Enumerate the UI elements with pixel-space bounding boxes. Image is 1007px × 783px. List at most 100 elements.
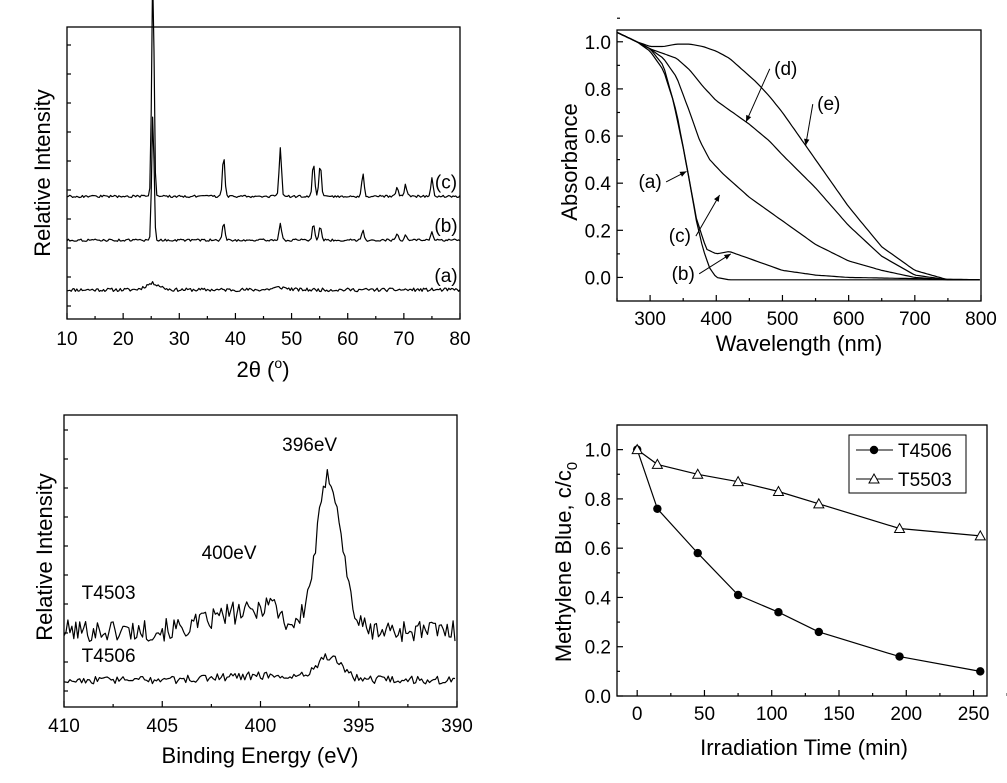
photo-ticks: [617, 424, 1007, 697]
uvvis-x-tick-label: 800: [965, 309, 997, 330]
xrd-tick-labels: 10 20 30 40 50 60 70 80: [56, 329, 470, 350]
photo-legend-marker-1: [868, 472, 880, 484]
xps-annotations: 396eV 400eV T4503 T4506: [82, 435, 338, 667]
xrd-curve-1: [66, 116, 461, 242]
uvvis-curve-labels: (a) (c) (b) (d) (e): [638, 59, 840, 285]
photo-legend-label-1: T5503: [898, 470, 952, 491]
uvvis-label-leader: [745, 68, 771, 123]
xrd-x-tick-label: 10: [56, 329, 77, 350]
xps-y-axis-label: Relative Intensity: [32, 473, 57, 641]
photo-point-0: [895, 652, 904, 661]
xps-annotation: 396eV: [282, 435, 337, 456]
panel-photocatalysis: 0 50 100 150 200 250 0.0 0.2 0.4 0.6 0.8 1.0 T4506 …: [551, 424, 1007, 760]
panel-uvvis: 300 400 500 600 700 800 0.0 0.2 0.4 0.6 0.8 1.0 (a)…: [557, 17, 997, 356]
xrd-x-tick-label: 50: [281, 329, 302, 350]
xrd-plot-frame: [66, 26, 461, 320]
photo-point-0: [693, 548, 702, 558]
uvvis-x-axis-label: Wavelength (nm): [716, 331, 883, 356]
xrd-x-tick-label: 60: [337, 329, 358, 350]
xps-ticks: [63, 429, 458, 707]
uvvis-curve-0: [616, 31, 980, 281]
photo-point-0: [814, 627, 824, 637]
xps-curves: [63, 469, 456, 685]
uvvis-curve-3: [616, 31, 980, 281]
xrd-y-axis-label: Relative Intensity: [30, 89, 55, 257]
xrd-series-label-0: (a): [434, 266, 457, 287]
xps-tick-labels: 410 405 400 395 390: [48, 716, 473, 737]
uvvis-label-leader: [695, 194, 721, 237]
uvvis-label-arrowhead: [679, 171, 687, 177]
photo-x-tick-label: 100: [756, 704, 788, 725]
uvvis-x-tick-label: 600: [833, 309, 865, 330]
photo-x-tick-label: 150: [823, 704, 855, 725]
photo-tick-labels: 0 50 100 150 200 250 0.0 0.2 0.4 0.6 0.8 1.0: [585, 441, 990, 725]
xps-annotation: 400eV: [202, 543, 257, 564]
uvvis-label-arrowhead: [804, 138, 810, 146]
uvvis-y-tick-label: 0.0: [585, 268, 611, 289]
photo-plot-frame: [616, 424, 988, 697]
photo-x-tick-label: 250: [958, 704, 990, 725]
uvvis-label-arrowhead: [746, 114, 752, 122]
photo-point-1: [651, 458, 664, 469]
photo-y-tick-label: 0.8: [585, 490, 611, 511]
xps-x-tick-label: 410: [48, 716, 80, 737]
photo-y-axis-label: Methylene Blue, c/c0: [551, 462, 581, 662]
uvvis-curve-label: (e): [817, 94, 840, 115]
uvvis-y-tick-label: 0.4: [585, 174, 612, 195]
xrd-x-tick-label: 40: [225, 329, 246, 350]
photo-point-1: [772, 485, 785, 497]
uvvis-label-arrowhead: [714, 194, 720, 202]
uvvis-curves: [616, 31, 980, 281]
uvvis-curve-2: [616, 31, 980, 281]
xrd-x-tick-label: 80: [449, 329, 470, 350]
xrd-x-tick-label: 20: [113, 329, 134, 350]
uvvis-x-tick-label: 500: [767, 309, 799, 330]
uvvis-tick-labels: 300 400 500 600 700 800 0.0 0.2 0.4 0.6 0.8 1.0: [585, 33, 997, 330]
xps-x-tick-label: 405: [146, 716, 178, 737]
photo-point-0: [774, 608, 783, 617]
xrd-x-tick-label: 70: [393, 329, 414, 350]
xrd-curve-2: [66, 0, 461, 199]
xrd-series-label-1: (b): [434, 216, 457, 237]
uvvis-curve-1: [616, 31, 980, 281]
photo-point-0: [653, 504, 662, 513]
uvvis-y-tick-label: 0.6: [585, 127, 611, 148]
uvvis-curve-label: (c): [669, 226, 691, 247]
uvvis-y-tick-label: 1.0: [585, 33, 611, 54]
xps-annotation: T4506: [82, 646, 136, 667]
xrd-ticks: [66, 44, 461, 319]
photo-x-tick-label: 200: [890, 704, 922, 725]
uvvis-x-tick-label: 300: [634, 309, 666, 330]
uvvis-plot-frame: [616, 29, 982, 302]
panel-xrd: 10 20 30 40 50 60 70 80 (a) (b) (c) 2θ (o) Relati…: [30, 0, 471, 382]
photo-legend-marker-0: [869, 445, 879, 455]
panel-xps: 410 405 400 395 390 396eV 400eV T4503 T4506 Bin…: [32, 414, 473, 768]
uvvis-curve-label: (b): [672, 264, 695, 285]
xrd-curves: [66, 0, 461, 293]
photo-y-tick-label: 0.6: [585, 539, 611, 560]
uvvis-curve-label: (a): [638, 172, 661, 193]
photo-x-tick-label: 0: [632, 704, 643, 725]
photo-y-tick-label: 0.2: [585, 638, 611, 659]
photo-point-1: [691, 468, 704, 479]
xrd-x-axis-label: 2θ (o): [236, 355, 289, 382]
photo-point-0: [976, 667, 985, 676]
photo-point-0: [733, 590, 743, 600]
uvvis-label-leader: [805, 104, 814, 146]
photo-legend-box: [848, 434, 967, 494]
xps-x-tick-label: 400: [245, 716, 277, 737]
xrd-series-label-2: (c): [435, 172, 457, 193]
photo-point-1: [732, 475, 744, 487]
uvvis-x-tick-label: 400: [700, 309, 732, 330]
photo-legend-label-0: T4506: [898, 441, 952, 462]
photo-y-tick-label: 0.0: [585, 687, 611, 708]
photo-line-1: [636, 449, 981, 537]
photo-markers: [631, 443, 987, 676]
photo-legend: T4506 T5503: [848, 434, 967, 494]
xrd-curve-0: [66, 281, 461, 293]
photo-y-tick-label: 0.4: [585, 588, 612, 609]
photo-y-tick-label: 1.0: [585, 441, 611, 462]
photo-line-0: [636, 449, 981, 672]
uvvis-y-tick-label: 0.2: [585, 221, 611, 242]
xps-curve-0: [63, 469, 456, 643]
